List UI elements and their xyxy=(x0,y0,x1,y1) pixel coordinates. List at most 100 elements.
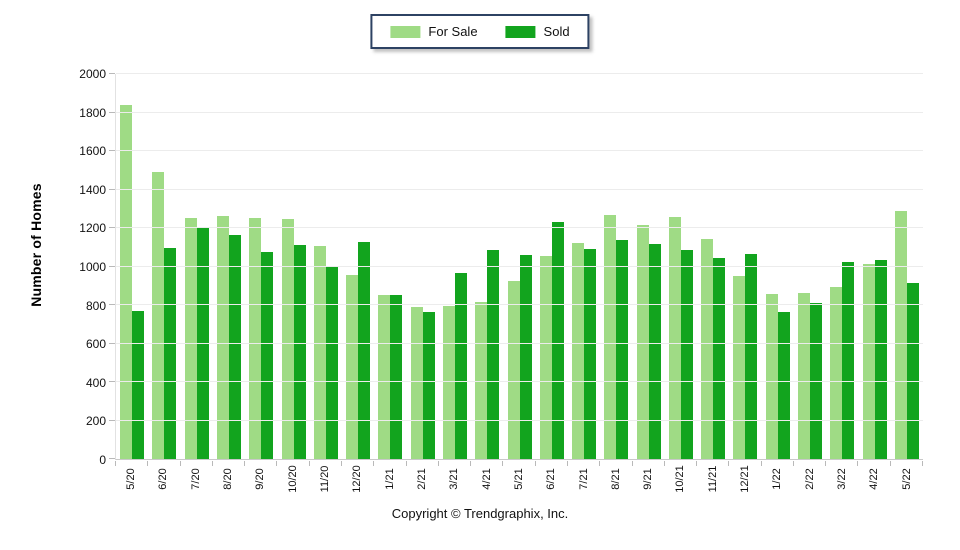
x-axis-ticks xyxy=(115,461,924,466)
legend-label: For Sale xyxy=(428,24,478,39)
bar-sold-5/20 xyxy=(132,310,145,459)
bar-for-sale-12/21 xyxy=(733,276,746,459)
bar-sold-6/21 xyxy=(551,222,564,459)
bar-sold-7/20 xyxy=(196,228,209,459)
bar-for-sale-11/21 xyxy=(701,238,714,459)
bar-sold-8/21 xyxy=(616,239,629,459)
x-label-cell-3/22: 3/22 xyxy=(826,462,858,502)
x-axis-label-7/20: 7/20 xyxy=(189,468,202,490)
x-tick xyxy=(891,461,924,466)
bar-group-2/21 xyxy=(407,74,439,459)
x-axis-label-12/21: 12/21 xyxy=(739,465,752,493)
bar-sold-5/21 xyxy=(519,254,532,459)
y-axis-label-2000: 2000 xyxy=(79,67,106,81)
bar-for-sale-1/21 xyxy=(378,295,391,459)
bar-sold-9/21 xyxy=(648,244,661,459)
bar-for-sale-5/22 xyxy=(894,210,907,459)
x-tick xyxy=(633,461,665,466)
bar-group-6/20 xyxy=(148,74,180,459)
x-tick xyxy=(697,461,730,466)
bar-group-10/20 xyxy=(277,74,309,459)
x-label-cell-7/20: 7/20 xyxy=(180,462,212,502)
bar-for-sale-6/20 xyxy=(152,172,165,459)
x-axis-label-2/22: 2/22 xyxy=(803,468,816,490)
gridline-400 xyxy=(116,381,923,382)
x-axis-label-3/21: 3/21 xyxy=(448,468,461,490)
x-label-cell-6/21: 6/21 xyxy=(535,462,567,502)
bar-sold-7/21 xyxy=(584,249,597,459)
bar-for-sale-11/20 xyxy=(313,246,326,459)
bar-for-sale-4/22 xyxy=(862,263,875,459)
bar-group-5/20 xyxy=(116,74,148,459)
bar-group-4/22 xyxy=(858,74,890,459)
bar-group-8/21 xyxy=(600,74,632,459)
x-label-cell-8/21: 8/21 xyxy=(600,462,632,502)
bar-sold-3/21 xyxy=(454,273,467,459)
gridline-1400 xyxy=(116,188,923,190)
bar-for-sale-9/20 xyxy=(249,218,262,459)
y-tick-400 xyxy=(109,381,115,382)
x-tick xyxy=(148,461,181,466)
bar-sold-2/21 xyxy=(422,311,435,459)
bar-group-5/21 xyxy=(503,74,535,459)
x-axis-label-5/22: 5/22 xyxy=(900,468,913,490)
x-tick xyxy=(245,461,278,466)
legend-swatch-icon xyxy=(505,25,536,38)
x-axis-label-7/21: 7/21 xyxy=(577,468,590,490)
x-tick xyxy=(115,461,149,466)
y-tick-1400 xyxy=(109,188,115,190)
bar-for-sale-7/21 xyxy=(572,243,585,459)
y-axis-labels: 0 200 400 600 800 1000 1200 1400 1600 1800 2000 xyxy=(0,67,106,467)
chart-legend: For Sale Sold xyxy=(370,14,590,49)
x-tick xyxy=(213,461,246,466)
bar-series-container xyxy=(116,74,923,459)
legend-item-sold: Sold xyxy=(505,24,570,39)
y-axis-label-1400: 1400 xyxy=(79,182,106,197)
x-label-cell-3/21: 3/21 xyxy=(438,462,470,502)
x-axis-label-3/22: 3/22 xyxy=(836,468,849,490)
bar-group-1/22 xyxy=(762,74,794,459)
bar-group-2/22 xyxy=(794,74,826,459)
bar-sold-1/21 xyxy=(390,295,403,459)
bar-for-sale-10/21 xyxy=(668,217,681,459)
x-tick xyxy=(536,461,568,466)
bar-sold-5/22 xyxy=(906,282,919,459)
x-label-cell-6/20: 6/20 xyxy=(147,462,179,502)
bar-for-sale-3/21 xyxy=(442,305,455,459)
bar-for-sale-9/21 xyxy=(636,225,649,459)
x-axis-label-9/21: 9/21 xyxy=(642,468,655,490)
x-axis-label-5/21: 5/21 xyxy=(512,468,525,490)
x-label-cell-8/20: 8/20 xyxy=(212,462,244,502)
legend-item-for-sale: For Sale xyxy=(390,24,478,39)
x-label-cell-11/21: 11/21 xyxy=(697,462,729,502)
x-axis-label-4/21: 4/21 xyxy=(480,468,493,490)
gridline-800 xyxy=(116,304,923,305)
y-axis-label-400: 400 xyxy=(85,375,106,390)
x-axis-label-8/21: 8/21 xyxy=(609,468,622,490)
x-axis-label-10/21: 10/21 xyxy=(674,465,687,493)
bar-sold-4/21 xyxy=(487,250,500,459)
x-label-cell-12/21: 12/21 xyxy=(729,462,761,502)
gridline-1600 xyxy=(116,150,923,151)
bar-group-7/21 xyxy=(568,74,600,459)
y-tick-800 xyxy=(109,304,115,305)
gridline-200 xyxy=(116,419,923,421)
bar-sold-10/21 xyxy=(680,250,693,459)
x-tick xyxy=(826,461,859,466)
y-axis-label-1800: 1800 xyxy=(79,105,106,120)
x-label-cell-2/21: 2/21 xyxy=(406,462,438,502)
y-axis-label-1000: 1000 xyxy=(79,260,106,274)
x-label-cell-9/21: 9/21 xyxy=(632,462,664,502)
plot-area xyxy=(109,73,923,460)
bar-for-sale-2/21 xyxy=(410,306,423,459)
bar-sold-12/21 xyxy=(745,254,758,459)
x-tick xyxy=(762,461,794,466)
gridline-2000 xyxy=(116,73,923,74)
bar-group-8/20 xyxy=(213,74,245,459)
x-tick xyxy=(729,461,762,466)
x-label-cell-4/21: 4/21 xyxy=(470,462,502,502)
gridline-1000 xyxy=(116,265,923,267)
bar-group-9/20 xyxy=(245,74,277,459)
x-tick xyxy=(181,461,213,466)
x-label-cell-1/22: 1/22 xyxy=(761,462,793,502)
